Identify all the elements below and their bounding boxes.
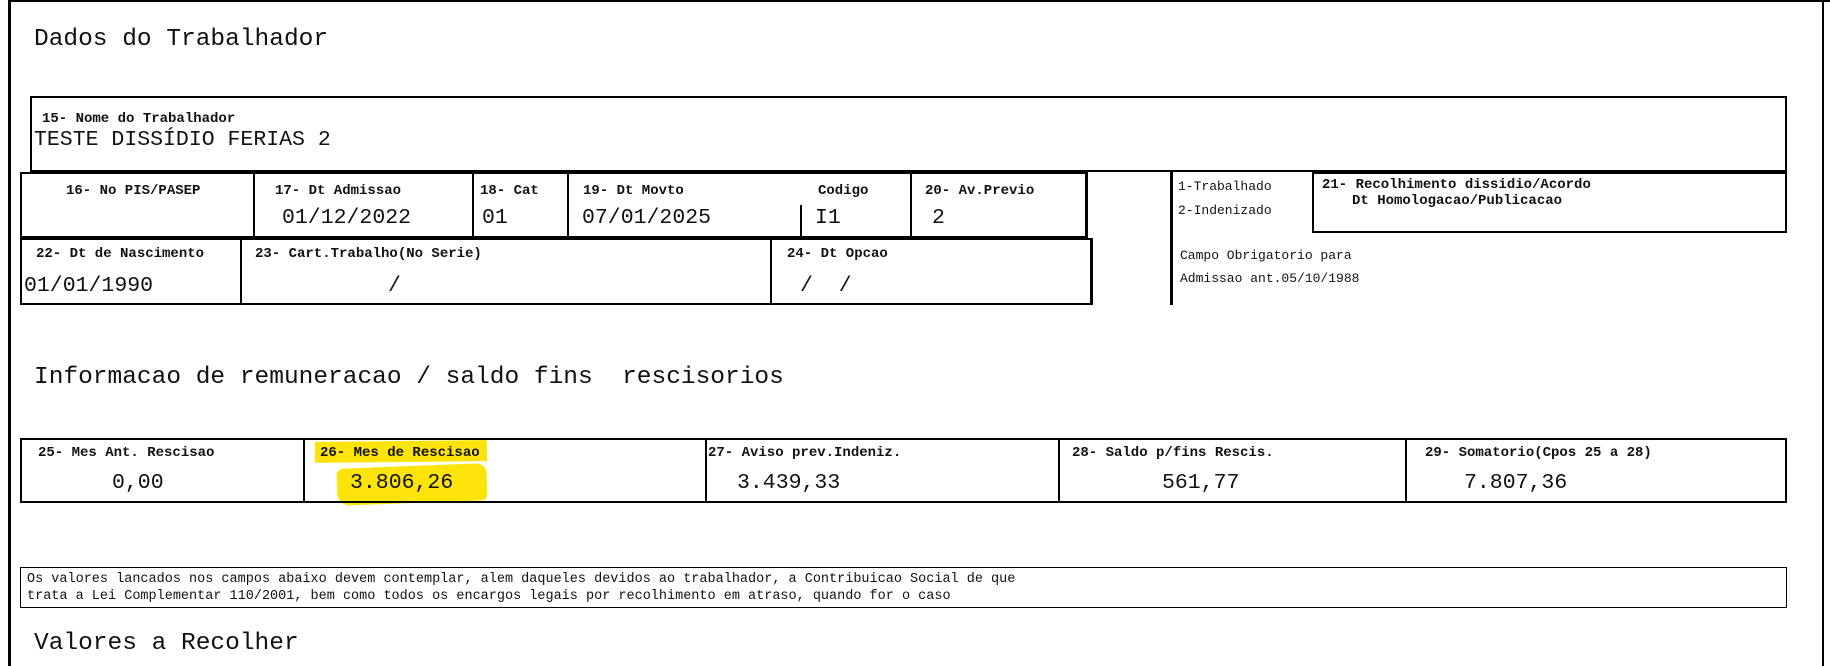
separator-25-26: [303, 438, 305, 503]
field-29-label: 29- Somatorio(Cpos 25 a 28): [1425, 445, 1652, 461]
field-19-codigo-label: Codigo: [818, 183, 869, 199]
field-27-label: 27- Aviso prev.Indeniz.: [708, 445, 902, 461]
field-26-label: 26- Mes de Rescisao: [320, 445, 480, 461]
field-25-label: 25- Mes Ant. Rescisao: [38, 445, 215, 461]
field-15-value: TESTE DISSÍDIO FERIAS 2: [34, 128, 331, 152]
separator-28-29: [1405, 438, 1407, 503]
separator-movto-codigo: [800, 205, 802, 238]
notice-line2: trata a Lei Complementar 110/2001, bem c…: [27, 589, 951, 604]
field-24-label: 24- Dt Opcao: [787, 246, 888, 262]
field-22-label: 22- Dt de Nascimento: [36, 246, 205, 262]
row-22-24-box: [20, 238, 1093, 305]
field-16-label: 16- No PIS/PASEP: [66, 183, 201, 199]
row-16-20-box: [20, 172, 1088, 238]
field-17-value: 01/12/2022: [282, 206, 412, 230]
field-23-value: /: [388, 274, 401, 298]
field-17-label: 17- Dt Admissao: [275, 183, 402, 199]
page-border-top: [8, 0, 1830, 2]
note-campo-obrigatorio-line2: Admissao ant.05/10/1988: [1180, 271, 1360, 286]
separator-17-18: [472, 172, 474, 238]
separator-16-17: [253, 172, 255, 238]
field-21-label-line2: Dt Homologacao/Publicacao: [1352, 193, 1563, 209]
field-20-value: 2: [932, 206, 945, 230]
separator-23-24: [770, 238, 772, 305]
field-21-label-line1: 21- Recolhimento dissidio/Acordo: [1322, 177, 1591, 193]
field-24-value: / /: [800, 274, 852, 298]
notice-box: [20, 567, 1787, 608]
field-19-codigo-value: I1: [815, 206, 841, 230]
field-21-box: [1312, 172, 1787, 233]
field-28-label: 28- Saldo p/fins Rescis.: [1072, 445, 1274, 461]
field-20-label: 20- Av.Previo: [925, 183, 1035, 199]
row-25-29-box: [20, 438, 1787, 503]
field-18-label: 18- Cat: [480, 183, 539, 199]
notice-line1: Os valores lancados nos campos abaixo de…: [27, 572, 1016, 587]
legend-trabalhado: 1-Trabalhado: [1178, 179, 1272, 194]
section-title-values: Valores a Recolher: [34, 630, 299, 657]
field-19-value: 07/01/2025: [582, 206, 712, 230]
field-28-value: 561,77: [1162, 471, 1240, 495]
field-26-value: 3.806,26: [350, 471, 454, 495]
page-border-left: [8, 0, 11, 666]
field-18-value: 01: [482, 206, 508, 230]
legend-indenizado: 2-Indenizado: [1178, 203, 1272, 218]
field-29-value: 7.807,36: [1464, 471, 1568, 495]
separator-26-27: [705, 438, 707, 503]
note-campo-obrigatorio-line1: Campo Obrigatorio para: [1180, 248, 1352, 263]
separator-27-28: [1058, 438, 1060, 503]
field-25-value: 0,00: [112, 471, 164, 495]
field-19-label: 19- Dt Movto: [583, 183, 684, 199]
section-title-remuneration: Informacao de remuneracao / saldo fins r…: [34, 364, 784, 391]
field-15-label: 15- Nome do Trabalhador: [42, 111, 236, 127]
section-title-worker: Dados do Trabalhador: [34, 26, 329, 53]
field-27-value: 3.439,33: [737, 471, 841, 495]
legend-left-divider: [1170, 172, 1173, 305]
separator-18-19: [567, 172, 569, 238]
separator-19-20: [910, 172, 912, 238]
field-22-value: 01/01/1990: [24, 274, 154, 298]
worker-name-box: [30, 96, 1787, 172]
page-border-right: [1822, 0, 1824, 666]
field-23-label: 23- Cart.Trabalho(No Serie): [255, 246, 482, 262]
separator-22-23: [240, 238, 242, 305]
